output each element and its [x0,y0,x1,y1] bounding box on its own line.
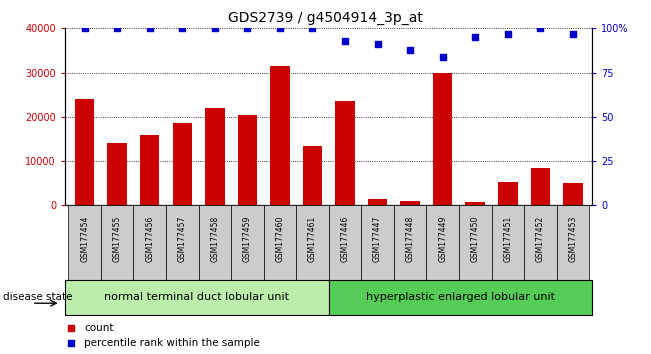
Point [340,38,350,44]
Point [210,25,220,31]
Bar [68,205,101,280]
Text: GSM177460: GSM177460 [275,216,284,262]
Bar [394,205,426,280]
Point [145,25,155,31]
Bar [329,205,361,280]
Bar [101,205,133,280]
Bar [524,205,557,280]
Text: GSM177458: GSM177458 [210,216,219,262]
Text: count: count [84,322,113,332]
Text: GSM177446: GSM177446 [340,216,350,262]
Bar [133,205,166,280]
Bar [173,124,192,205]
Text: disease state: disease state [3,292,73,302]
Bar [465,202,485,205]
Bar [270,66,290,205]
Text: normal terminal duct lobular unit: normal terminal duct lobular unit [104,292,290,302]
Point [79,25,90,31]
Bar [557,205,589,280]
Bar [563,183,583,205]
Text: GSM177456: GSM177456 [145,216,154,262]
Point [372,41,383,47]
Bar [199,205,231,280]
Bar [531,168,550,205]
Point [275,25,285,31]
Bar [65,280,329,315]
Bar [335,101,355,205]
Bar [498,182,518,205]
Bar [426,205,459,280]
Point [568,31,578,36]
Point [307,25,318,31]
Bar [433,73,452,205]
Text: GSM177459: GSM177459 [243,216,252,262]
Point [177,25,187,31]
Text: GSM177454: GSM177454 [80,216,89,262]
Text: percentile rank within the sample: percentile rank within the sample [84,338,260,348]
Bar [166,205,199,280]
Bar [231,205,264,280]
Bar [303,145,322,205]
Text: GSM177450: GSM177450 [471,216,480,262]
Point [275,268,286,274]
Text: GSM177455: GSM177455 [113,216,122,262]
Bar [140,135,159,205]
Bar [400,201,420,205]
Text: hyperplastic enlarged lobular unit: hyperplastic enlarged lobular unit [366,292,555,302]
Bar [492,205,524,280]
Text: GSM177461: GSM177461 [308,216,317,262]
Point [275,123,286,129]
Text: GDS2739 / g4504914_3p_at: GDS2739 / g4504914_3p_at [228,11,423,25]
Point [242,25,253,31]
Point [470,34,480,40]
Bar [107,143,127,205]
Bar [459,205,492,280]
Bar [264,205,296,280]
Point [405,47,415,52]
Text: GSM177448: GSM177448 [406,216,415,262]
Point [535,25,546,31]
Text: GSM177449: GSM177449 [438,216,447,262]
Bar [329,280,592,315]
Bar [296,205,329,280]
Text: GSM177447: GSM177447 [373,216,382,262]
Text: GSM177453: GSM177453 [568,216,577,262]
Bar [205,108,225,205]
Point [437,54,448,59]
Bar [238,115,257,205]
Text: GSM177451: GSM177451 [503,216,512,262]
Text: GSM177457: GSM177457 [178,216,187,262]
Text: GSM177452: GSM177452 [536,216,545,262]
Point [503,31,513,36]
Point [112,25,122,31]
Bar [361,205,394,280]
Bar [368,199,387,205]
Bar [75,99,94,205]
